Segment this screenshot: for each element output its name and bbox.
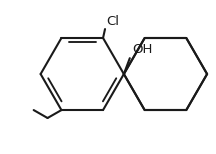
Text: OH: OH <box>132 43 152 56</box>
Text: Cl: Cl <box>106 15 119 28</box>
